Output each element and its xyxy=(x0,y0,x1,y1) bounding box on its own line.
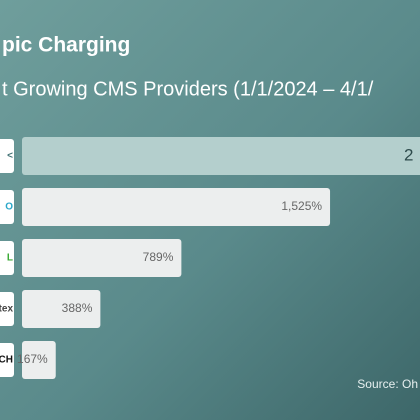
category-label: O xyxy=(5,202,13,213)
bar xyxy=(22,239,182,277)
chart-subtitle: t Growing CMS Providers (1/1/2024 – 4/1/ xyxy=(2,78,374,100)
value-label: 388% xyxy=(62,301,93,315)
category-label: < xyxy=(7,151,13,162)
value-label: 789% xyxy=(143,250,174,264)
logo-box xyxy=(0,292,14,326)
logo-box xyxy=(0,139,14,173)
chart-title: pic Charging xyxy=(2,34,130,57)
value-label: 2 xyxy=(404,145,413,164)
logo-box xyxy=(0,343,14,377)
category-label: tex xyxy=(0,304,13,315)
logo-box xyxy=(0,190,14,224)
value-label: 167% xyxy=(17,352,48,366)
category-label: CH xyxy=(0,355,13,366)
bar xyxy=(22,341,56,379)
logo-box xyxy=(0,241,14,275)
bar xyxy=(22,137,420,175)
bar xyxy=(22,290,101,328)
value-label: 1,525% xyxy=(281,199,322,213)
category-label: L xyxy=(7,253,13,264)
bar xyxy=(22,188,331,226)
source: Source: Oh xyxy=(357,377,418,391)
